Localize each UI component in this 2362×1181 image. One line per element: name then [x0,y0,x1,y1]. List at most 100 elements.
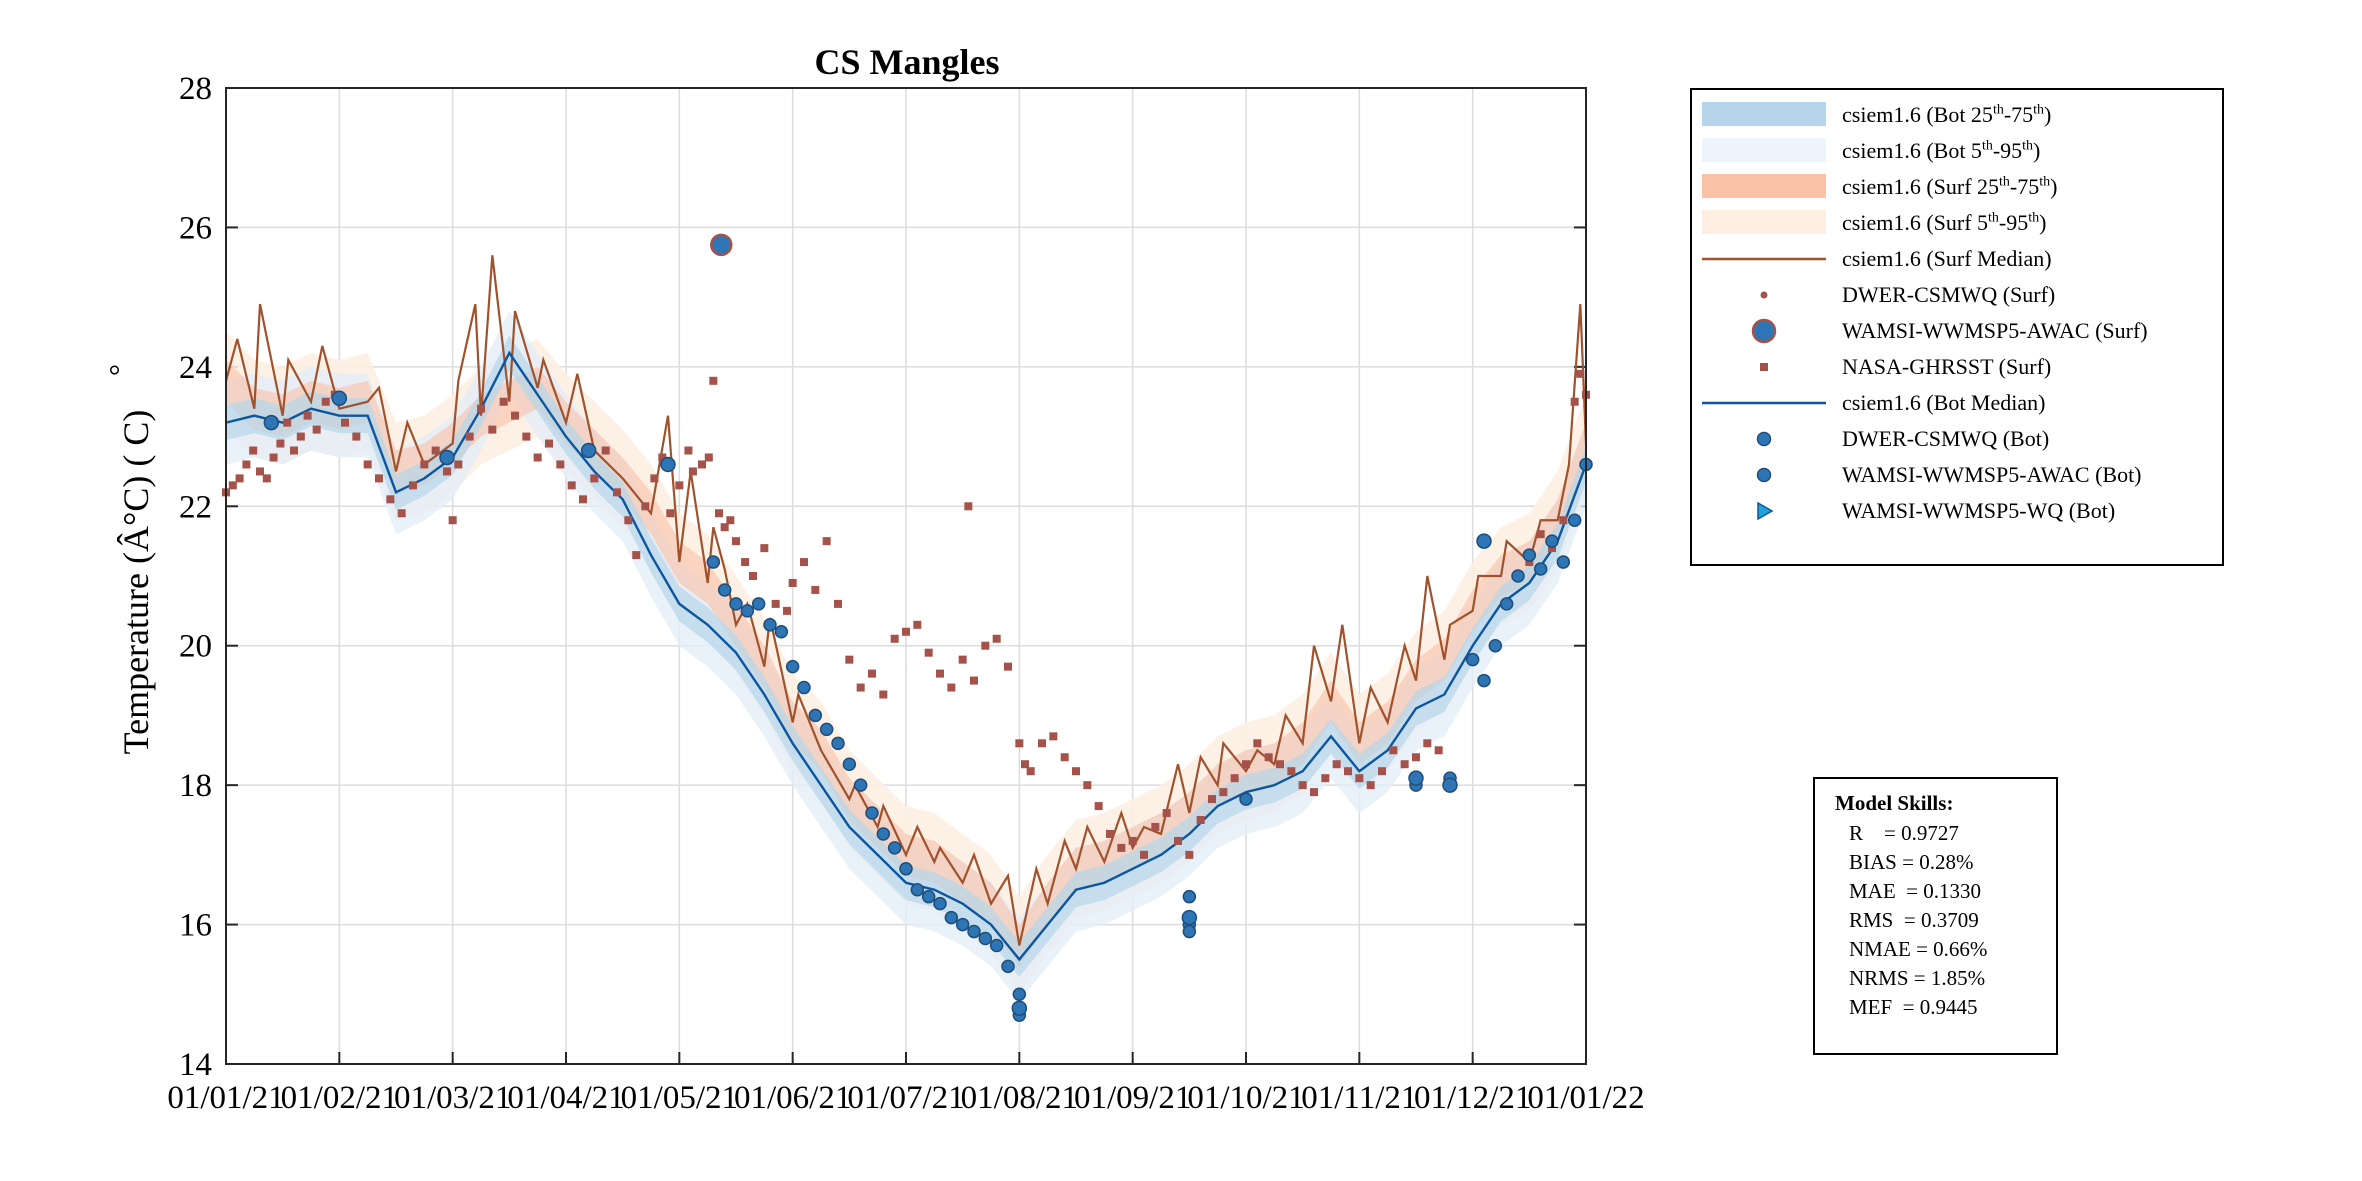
nasa-ghrsst-point [845,655,854,664]
legend-label: WAMSI-WWMSP5-WQ (Bot) [1842,498,2116,523]
nasa-ghrsst-point [992,634,1001,643]
legend-label: NASA-GHRSST (Surf) [1842,354,2052,379]
wamsi-awac-bot-point [944,910,959,925]
nasa-ghrsst-point [1219,788,1228,797]
nasa-ghrsst-point [375,474,383,483]
x-tick-label: 01/03/21 [394,1080,511,1116]
legend-entry: csiem1.6 (Surf 25th-75th) [1692,170,2222,204]
legend-symbol [1702,138,1826,162]
nasa-ghrsst-point [1004,662,1012,671]
nasa-ghrsst-point [1151,822,1160,831]
nasa-ghrsst-point [590,474,599,483]
legend-symbol [1760,363,1768,371]
nasa-ghrsst-point [601,446,610,455]
nasa-ghrsst-point [1083,781,1092,790]
legend-dot-swatch [1760,291,1768,299]
legend-label: csiem1.6 (Bot 25th-75th) [1842,102,2052,127]
nasa-ghrsst-point [556,460,565,469]
wamsi-awac-bot-point [887,841,902,855]
x-tick-label: 01/08/21 [961,1080,1078,1116]
nasa-ghrsst-point [704,453,713,462]
skill-metric: BIAS = 0.28% [1849,850,1974,874]
legend-entry: csiem1.6 (Bot 5th-95th) [1692,134,2222,168]
nasa-ghrsst-point [321,397,330,406]
nasa-ghrsst-point [1321,774,1330,783]
nasa-ghrsst-point [249,446,258,455]
wamsi-awac-bot-point [978,931,993,946]
legend-label: csiem1.6 (Surf Median) [1842,246,2052,271]
nasa-ghrsst-point [533,453,542,462]
legend-entry: DWER-CSMWQ (Bot) [1692,422,2222,456]
nasa-ghrsst-point [1021,760,1029,769]
wamsi-awac-bot-point [831,736,845,751]
x-tick-label: 01/07/21 [847,1080,964,1116]
nasa-ghrsst-point [283,418,292,427]
nasa-ghrsst-point [420,460,429,469]
bot-5-95-band [226,311,1586,1002]
nasa-ghrsst-point [771,599,780,608]
nasa-ghrsst-point [890,634,899,643]
nasa-ghrsst-point [303,411,312,420]
legend-circle-swatch [1751,318,1777,344]
wamsi-awac-bot-point [751,597,766,611]
wamsi-awac-bot-point [1533,562,1548,576]
legend-symbol [1702,257,1826,261]
model-skills-box: Model Skills: R = 0.9727 BIAS = 0.28% MAE … [1813,777,2058,1055]
wamsi-awac-bot-point [819,722,834,737]
nasa-ghrsst-point [822,537,831,546]
nasa-ghrsst-point [276,439,285,448]
nasa-ghrsst-point [499,397,508,406]
nasa-ghrsst-point [1162,809,1171,818]
legend-symbol [1751,318,1777,344]
nasa-ghrsst-point [1208,795,1216,804]
nasa-ghrsst-point [488,425,497,434]
dwer-csmwq-bot-point [331,390,348,406]
y-tick-labels: 14 16 18 20 22 24 26 28 [179,71,212,1083]
dwer-csmwq-bot-point [439,449,455,466]
nasa-ghrsst-point [386,495,395,504]
nasa-ghrsst-point [1060,753,1069,762]
wamsi-awac-bot-point [1239,792,1253,806]
bot-25-75-band [226,335,1586,977]
nasa-ghrsst-point [1536,530,1545,539]
nasa-ghrsst-point [262,474,271,483]
nasa-ghrsst-point [1128,836,1137,845]
legend-label: DWER-CSMWQ (Surf) [1842,282,2056,307]
legend-entry: WAMSI-WWMSP5-WQ (Bot) [1692,494,2222,528]
nasa-ghrsst-point [1026,767,1035,776]
nasa-ghrsst-point [431,446,440,455]
nasa-ghrsst-point [1434,746,1443,755]
nasa-ghrsst-point [465,432,474,441]
nasa-ghrsst-point [443,467,451,476]
wamsi-awac-bot-point [899,862,913,876]
legend-circle-swatch [1756,431,1772,447]
y-tick-label: 18 [179,768,212,804]
wamsi-awac-bot-point [876,827,891,841]
wamsi-awac-bot-point [955,917,970,932]
wamsi-awac-bot-point [967,924,981,939]
nasa-ghrsst-point [1559,516,1568,525]
nasa-ghrsst-point [1015,739,1024,748]
nasa-ghrsst-point [698,460,706,469]
nasa-ghrsst-point [811,585,820,594]
nasa-ghrsst-point [1242,760,1250,769]
y-tick-label: 20 [179,629,212,665]
nasa-ghrsst-point [726,516,735,525]
x-tick-label: 01/11/21 [1301,1080,1417,1116]
nasa-ghrsst-point [1106,829,1114,838]
nasa-ghrsst-point [1355,774,1364,783]
nasa-ghrsst-point [522,432,531,441]
nasa-ghrsst-point [613,488,621,497]
nasa-ghrsst-point [1332,760,1341,769]
y-tick-label: 22 [179,489,212,525]
legend-band-swatch [1702,210,1826,234]
wamsi-awac-bot-point [865,806,879,820]
legend-symbol [1702,401,1826,405]
nasa-ghrsst-point [1094,802,1103,811]
nasa-ghrsst-point [1264,753,1273,762]
nasa-ghrsst-point [1276,760,1284,769]
legend-symbol [1756,467,1772,483]
nasa-ghrsst-point [1117,843,1126,852]
chart-title: CS Mangles [814,42,999,82]
